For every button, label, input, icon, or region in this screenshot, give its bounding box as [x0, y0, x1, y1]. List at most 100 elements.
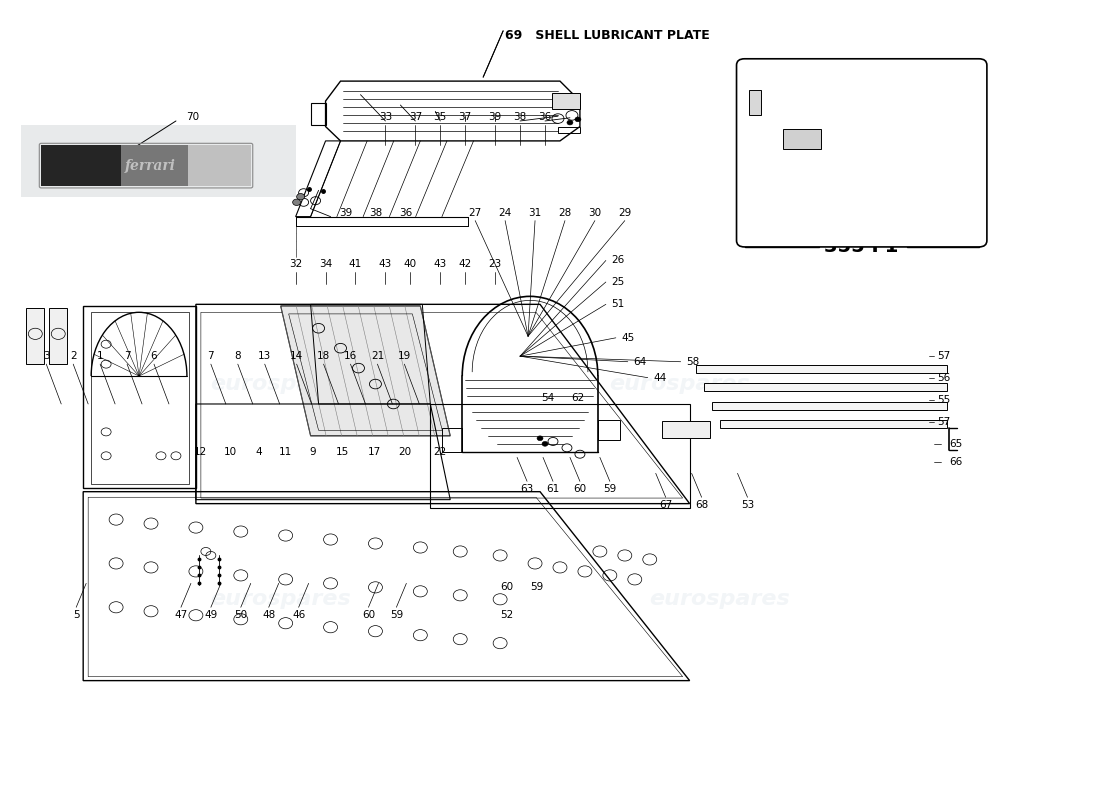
Text: 35: 35	[433, 112, 447, 122]
Text: 12: 12	[195, 447, 208, 457]
Text: 53: 53	[741, 500, 755, 510]
Text: 50: 50	[234, 610, 248, 620]
Bar	[552, 93, 580, 109]
Text: 20: 20	[398, 447, 411, 457]
Bar	[442, 428, 462, 452]
Text: 24: 24	[498, 208, 512, 218]
Text: 4: 4	[255, 447, 262, 457]
Text: 49: 49	[205, 610, 218, 620]
Text: 355 F1: 355 F1	[824, 238, 899, 257]
Text: 31: 31	[528, 208, 541, 218]
Text: 55: 55	[937, 395, 950, 405]
Circle shape	[537, 436, 543, 441]
Text: ferrari: ferrari	[124, 158, 176, 173]
Polygon shape	[704, 383, 947, 391]
Text: 11: 11	[279, 447, 293, 457]
Text: 60: 60	[362, 610, 375, 620]
Text: 41: 41	[349, 259, 362, 270]
Text: 1: 1	[97, 351, 103, 361]
Text: 14: 14	[290, 351, 304, 361]
Text: 7: 7	[124, 351, 131, 361]
Polygon shape	[712, 402, 947, 410]
Bar	[50, 308, 67, 364]
Bar	[598, 420, 619, 440]
Text: 46: 46	[292, 610, 306, 620]
FancyBboxPatch shape	[21, 125, 296, 197]
Text: 48: 48	[262, 610, 275, 620]
Text: 25: 25	[612, 277, 625, 287]
Circle shape	[566, 120, 573, 125]
Polygon shape	[719, 420, 947, 428]
Text: 32: 32	[289, 259, 302, 270]
Text: 26: 26	[612, 255, 625, 266]
Text: 59: 59	[530, 582, 543, 592]
Text: 38: 38	[368, 208, 382, 218]
FancyBboxPatch shape	[737, 58, 987, 247]
Text: 56: 56	[937, 373, 950, 382]
Text: 7: 7	[208, 351, 214, 361]
Text: 2: 2	[70, 351, 77, 361]
Text: 51: 51	[612, 299, 625, 310]
Text: 62: 62	[571, 394, 584, 403]
Circle shape	[575, 117, 581, 122]
Text: 68: 68	[695, 500, 708, 510]
Text: 65: 65	[949, 439, 962, 449]
Text: 44: 44	[653, 373, 667, 382]
Text: 66: 66	[949, 457, 962, 467]
Text: 6: 6	[151, 351, 157, 361]
Text: 61: 61	[547, 484, 560, 494]
Bar	[26, 308, 44, 364]
Text: 23: 23	[488, 259, 502, 270]
Text: 60: 60	[500, 582, 514, 592]
Text: 70: 70	[186, 112, 199, 122]
Text: 63: 63	[520, 484, 534, 494]
Text: 34: 34	[319, 259, 332, 270]
Text: 19: 19	[398, 351, 411, 361]
Text: 43: 43	[433, 259, 447, 270]
Text: 47: 47	[174, 610, 188, 620]
Text: 27: 27	[469, 208, 482, 218]
Text: eurospares: eurospares	[609, 374, 750, 394]
Text: 10: 10	[224, 447, 238, 457]
Text: 29: 29	[618, 208, 631, 218]
Bar	[121, 145, 188, 186]
Text: 38: 38	[514, 112, 527, 122]
Text: 39: 39	[488, 112, 502, 122]
Text: 37: 37	[459, 112, 472, 122]
Bar	[783, 129, 822, 149]
Text: 22: 22	[433, 447, 447, 457]
Text: 37: 37	[409, 112, 422, 122]
Text: 30: 30	[588, 208, 602, 218]
Text: 60: 60	[573, 484, 586, 494]
Text: 15: 15	[336, 447, 349, 457]
Text: 13: 13	[258, 351, 272, 361]
Bar	[188, 145, 251, 186]
Text: 64: 64	[634, 357, 647, 366]
Text: 69   SHELL LUBRICANT PLATE: 69 SHELL LUBRICANT PLATE	[505, 30, 710, 42]
Bar	[662, 421, 710, 438]
Polygon shape	[280, 306, 450, 436]
Circle shape	[297, 194, 305, 200]
Text: 43: 43	[378, 259, 392, 270]
Text: 33: 33	[378, 112, 392, 122]
Text: 8: 8	[234, 351, 241, 361]
Text: 57: 57	[937, 351, 950, 361]
Text: 58: 58	[686, 357, 700, 366]
Text: 39: 39	[339, 208, 352, 218]
Circle shape	[293, 199, 300, 206]
Text: 54: 54	[541, 394, 554, 403]
Text: 9: 9	[309, 447, 316, 457]
Text: 16: 16	[344, 351, 358, 361]
Bar	[749, 90, 761, 115]
Text: 59: 59	[603, 484, 616, 494]
Text: 67: 67	[659, 500, 672, 510]
Text: 36: 36	[398, 208, 412, 218]
Text: 45: 45	[621, 333, 635, 343]
Text: 36: 36	[538, 112, 551, 122]
Text: 3: 3	[43, 351, 50, 361]
Text: 21: 21	[371, 351, 384, 361]
Text: eurospares: eurospares	[649, 590, 790, 610]
Bar	[42, 145, 121, 186]
Text: 28: 28	[559, 208, 572, 218]
Text: 17: 17	[367, 447, 381, 457]
